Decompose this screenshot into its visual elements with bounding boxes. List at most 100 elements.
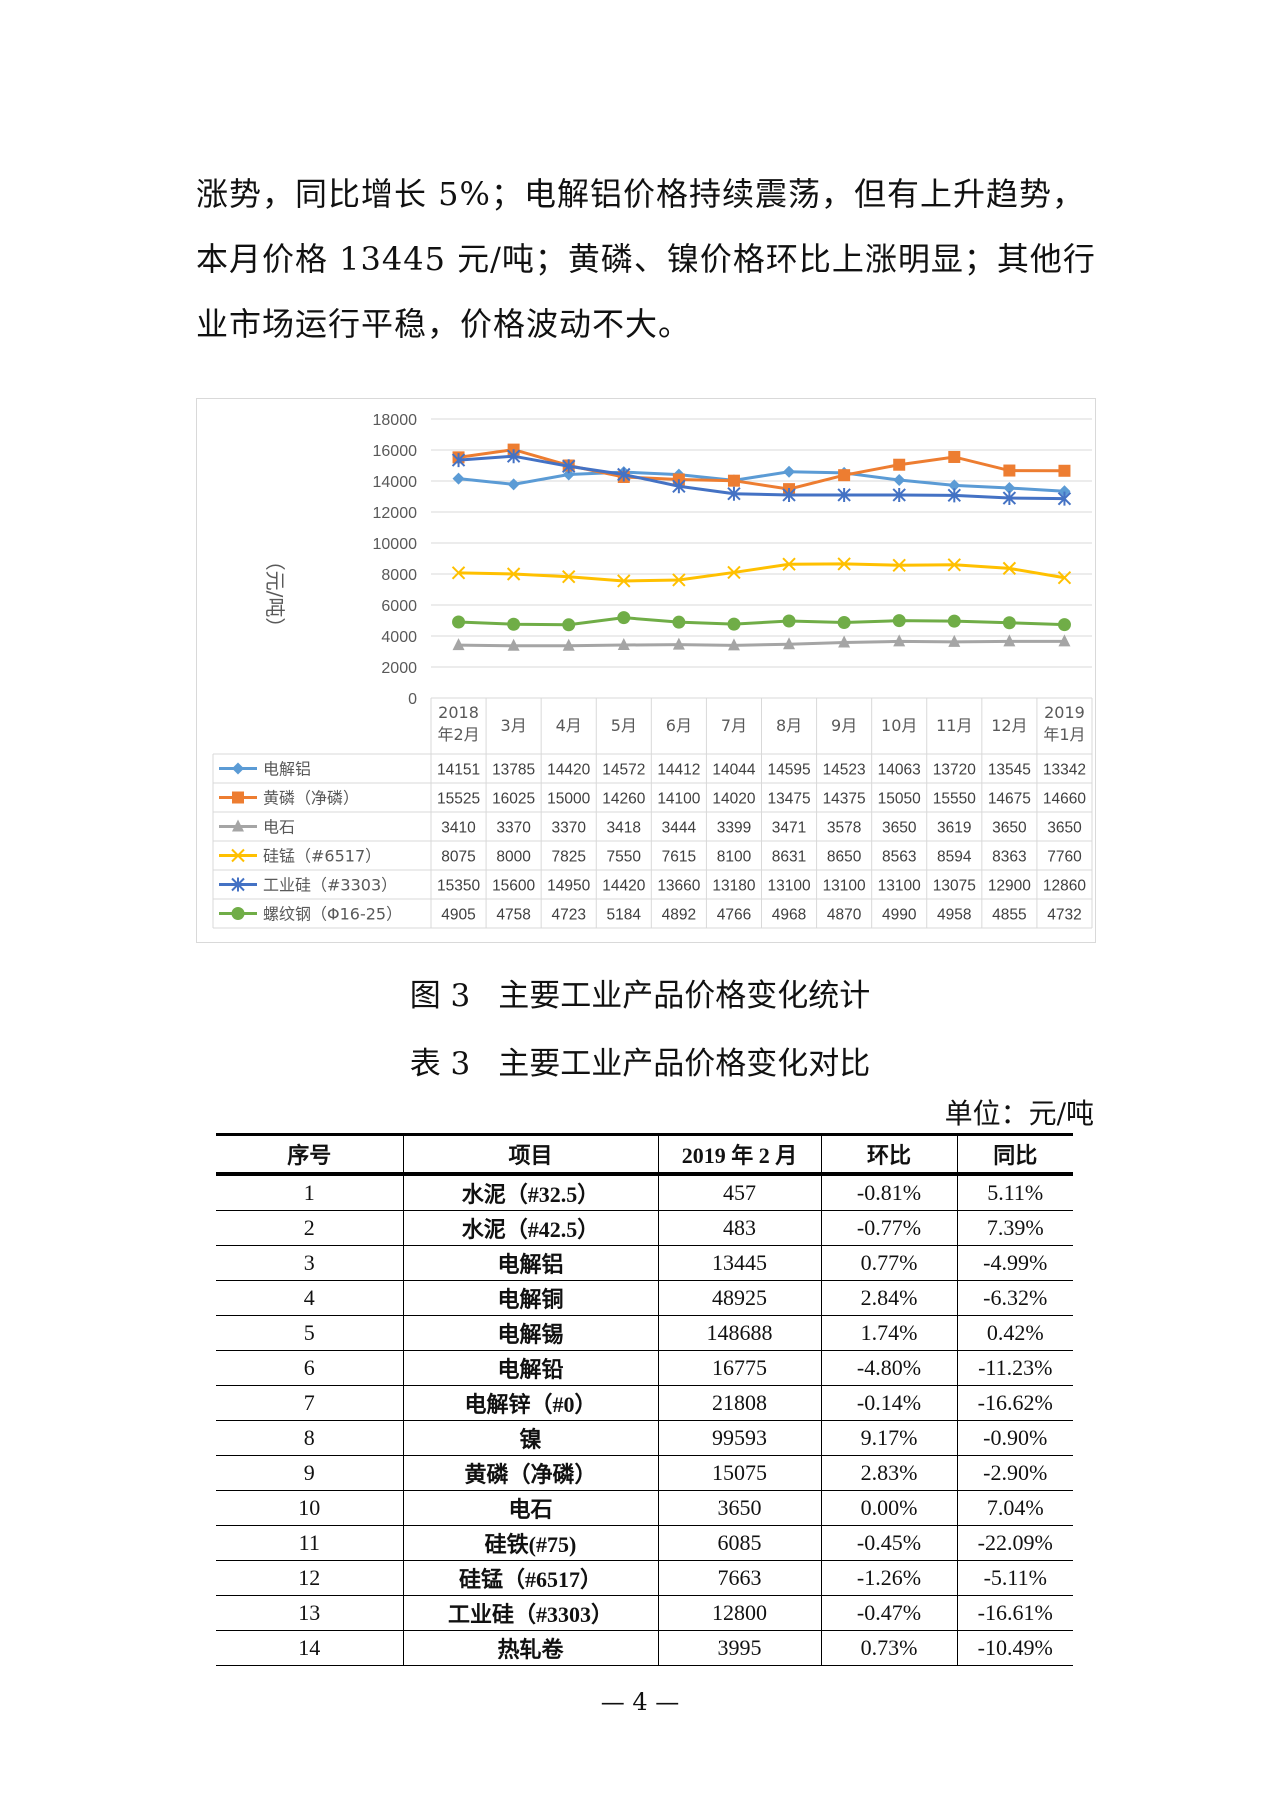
y-tick-label: 2000 xyxy=(381,660,417,677)
table-cell: 483 xyxy=(657,1210,821,1246)
data-point-x xyxy=(617,574,631,588)
data-table-value: 14675 xyxy=(988,791,1031,808)
series-line xyxy=(458,639,1065,648)
table-cell: -0.81% xyxy=(820,1174,957,1211)
data-table-value: 14523 xyxy=(823,762,866,779)
table-row: 6 电解铅 16775 -4.80% -11.23% xyxy=(216,1350,1073,1386)
data-table-value: 14950 xyxy=(547,878,590,895)
data-point-square xyxy=(1003,464,1016,477)
data-point-triangle xyxy=(783,637,796,650)
table-cell: 7.04% xyxy=(956,1490,1073,1526)
table-cell: 7 xyxy=(216,1385,403,1421)
x-tick-label: 5月 xyxy=(611,716,637,735)
table-cell: 电解铜 xyxy=(402,1280,658,1316)
paragraph-line: 涨势，同比增长 5%；电解铝价格持续震荡，但有上升趋势， xyxy=(196,175,1085,213)
data-point-circle xyxy=(782,614,796,628)
y-tick-label: 16000 xyxy=(373,443,418,460)
body-paragraph: 涨势，同比增长 5%；电解铝价格持续震荡，但有上升趋势， 本月价格 13445 … xyxy=(196,162,1096,357)
table-cell: -22.09% xyxy=(956,1525,1073,1561)
table-cell: 2.84% xyxy=(820,1280,957,1316)
data-point-diamond xyxy=(948,479,961,492)
data-table-value: 4905 xyxy=(441,907,475,924)
table-cell: 5.11% xyxy=(956,1174,1073,1211)
data-table-value: 3410 xyxy=(441,820,476,837)
data-table-value: 14420 xyxy=(547,762,590,779)
data-table-value: 3578 xyxy=(827,820,861,837)
table-row: 14 热轧卷 3995 0.73% -10.49% xyxy=(216,1630,1073,1666)
x-tick-label: 年2月 xyxy=(437,725,479,744)
data-point-circle xyxy=(727,617,741,631)
y-tick-label: 14000 xyxy=(373,474,418,491)
table-cell: -16.62% xyxy=(956,1385,1073,1421)
data-table-value: 13100 xyxy=(767,878,810,895)
data-table-value: 13720 xyxy=(933,762,976,779)
data-table-value: 16025 xyxy=(492,791,535,808)
data-point-square xyxy=(727,474,740,487)
x-tick-label: 9月 xyxy=(831,716,857,735)
data-table-value: 4758 xyxy=(496,907,530,924)
data-table-value: 8594 xyxy=(937,849,972,866)
data-table-value: 3370 xyxy=(496,820,531,837)
series-line xyxy=(458,448,1065,491)
x-tick-label: 4月 xyxy=(556,716,582,735)
table-row: 5 电解锡 148688 1.74% 0.42% xyxy=(216,1315,1073,1351)
chart-border xyxy=(196,398,1096,943)
table-caption: 表 3 主要工业产品价格变化对比 xyxy=(0,1038,1280,1083)
table-cell: 14 xyxy=(216,1630,403,1666)
data-point-x xyxy=(1002,561,1017,576)
data-point-circle xyxy=(507,617,521,631)
legend-label: 黄磷（净磷） xyxy=(263,789,359,808)
x-tick-label: 7月 xyxy=(721,716,747,735)
figure-label: 图 3 xyxy=(409,978,471,1014)
table-cell: 电解锡 xyxy=(402,1315,658,1351)
paragraph-line: 业市场运行平稳，价格波动不大。 xyxy=(196,305,692,343)
data-table-value: 12860 xyxy=(1043,878,1086,895)
y-tick-label: 8000 xyxy=(381,567,417,584)
data-table-value: 4766 xyxy=(717,907,751,924)
series-line xyxy=(458,470,1065,493)
data-table-value: 7550 xyxy=(607,849,642,866)
data-table-value: 8100 xyxy=(717,849,752,866)
table-cell: -5.11% xyxy=(956,1560,1073,1596)
data-table-value: 14020 xyxy=(712,791,755,808)
table-cell: 5 xyxy=(216,1315,403,1351)
table-row: 10 电石 3650 0.00% 7.04% xyxy=(216,1490,1073,1526)
data-point-triangle xyxy=(1058,634,1071,647)
data-table-value: 8075 xyxy=(441,849,475,866)
table-cell: 6085 xyxy=(657,1525,821,1561)
y-tick-label: 10000 xyxy=(373,536,418,553)
data-point-circle xyxy=(1057,618,1071,632)
data-table-value: 13100 xyxy=(878,878,921,895)
table-row: 1 水泥（#32.5） 457 -0.81% 5.11% xyxy=(216,1174,1073,1211)
data-point-star xyxy=(562,459,576,474)
legend-label: 电解铝 xyxy=(263,760,311,779)
table-row: 2 水泥（#42.5） 483 -0.77% 7.39% xyxy=(216,1210,1073,1246)
table-cell: 热轧卷 xyxy=(402,1630,658,1666)
data-point-diamond xyxy=(1058,485,1071,498)
data-point-circle xyxy=(1002,616,1016,630)
table-cell: 0.00% xyxy=(820,1490,957,1526)
table-row: 9 黄磷（净磷） 15075 2.83% -2.90% xyxy=(216,1455,1073,1491)
data-table-value: 5184 xyxy=(607,907,642,924)
table-cell: 12 xyxy=(216,1560,403,1596)
data-point-circle xyxy=(562,618,576,632)
data-table-value: 8563 xyxy=(882,849,916,866)
data-point-star xyxy=(231,877,245,892)
table-cell: 电解锌（#0） xyxy=(402,1385,658,1421)
data-table-value: 3650 xyxy=(992,820,1027,837)
table-row: 4 电解铜 48925 2.84% -6.32% xyxy=(216,1280,1073,1316)
series-line xyxy=(458,616,1065,627)
table-cell: 工业硅（#3303） xyxy=(402,1595,658,1631)
data-point-diamond xyxy=(783,465,796,478)
data-table-value: 4870 xyxy=(827,907,862,924)
y-axis-label: （元/吨） xyxy=(263,551,287,638)
table-cell: 0.77% xyxy=(820,1245,957,1281)
legend-label: 电石 xyxy=(263,818,295,837)
data-point-star xyxy=(1002,491,1017,506)
data-table-value: 8000 xyxy=(496,849,531,866)
data-table-value: 14044 xyxy=(712,762,755,779)
data-table-value: 14420 xyxy=(602,878,645,895)
table-cell: 水泥（#32.5） xyxy=(402,1174,658,1211)
data-point-x xyxy=(451,566,466,580)
data-table-value: 3418 xyxy=(607,820,641,837)
